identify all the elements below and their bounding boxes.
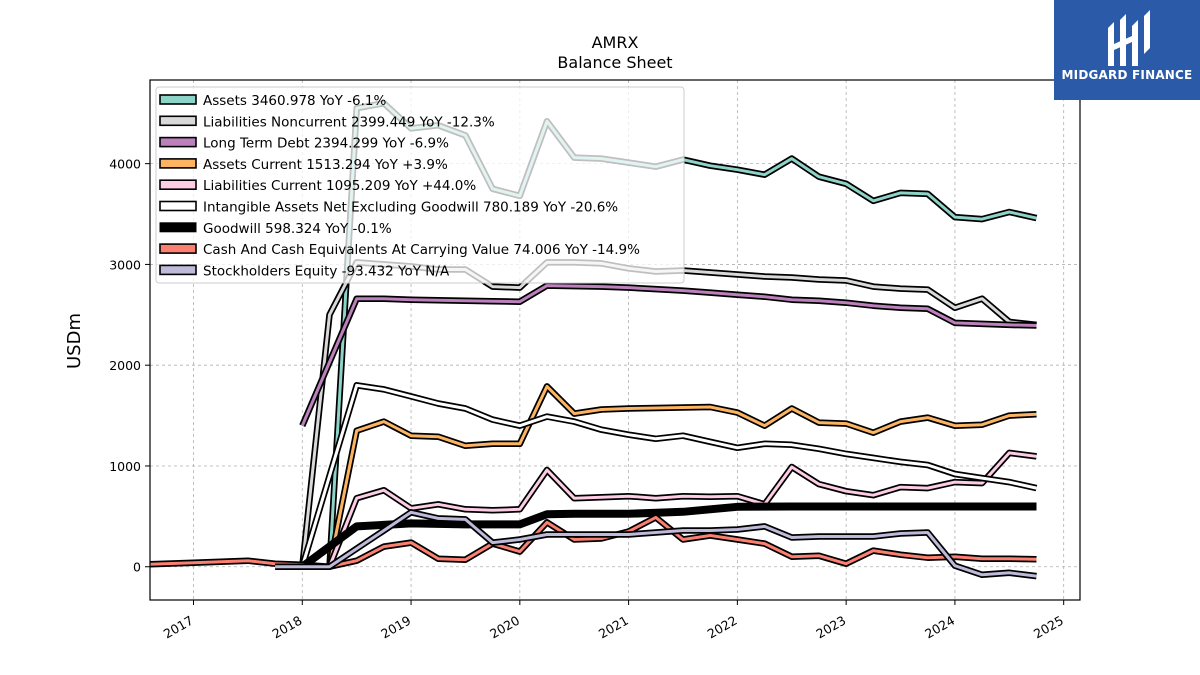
series-assets-current [302, 383, 1037, 570]
brand-name: MIDGARD FINANCE [1061, 68, 1193, 82]
legend-label: Liabilities Current 1095.209 YoY +44.0% [203, 178, 476, 194]
series-line [300, 383, 1037, 568]
legend-label: Liabilities Noncurrent 2399.449 YoY -12.… [203, 114, 495, 130]
legend-label: Stockholders Equity -93.432 YoY N/A [203, 263, 450, 279]
series-goodwill [299, 502, 1037, 570]
legend-box [155, 86, 685, 284]
legend-swatch [159, 136, 197, 148]
legend-swatch [159, 179, 197, 190]
legend-swatch [159, 158, 197, 169]
y-tick-label: 3000 [109, 257, 141, 272]
legend-label: Assets 3460.978 YoY -6.1% [203, 93, 387, 109]
legend-label: Goodwill 598.324 YoY -0.1% [203, 221, 392, 237]
legend-item: Cash And Cash Equivalents At Carrying Va… [159, 242, 640, 258]
series-intangible-assets-net-excluding-goodwill [299, 382, 1038, 568]
y-tick-label: 2000 [109, 358, 141, 373]
series-cash-and-cash-equivalents-at-carrying-value [150, 514, 1037, 570]
legend-item: Stockholders Equity -93.432 YoY N/A [159, 263, 450, 279]
series-line [299, 502, 1037, 570]
y-tick-label: 0 [133, 560, 141, 575]
legend-swatch [159, 94, 197, 105]
legend-label: Assets Current 1513.294 YoY +3.9% [203, 157, 448, 173]
legend-item: Assets Current 1513.294 YoY +3.9% [159, 157, 448, 173]
legend-label: Long Term Debt 2394.299 YoY -6.9% [203, 136, 449, 152]
y-tick-label: 4000 [109, 157, 141, 172]
legend-item: Goodwill 598.324 YoY -0.1% [159, 221, 392, 237]
legend-swatch [159, 115, 197, 127]
chart-subtitle: Balance Sheet [557, 53, 672, 72]
legend-item: Liabilities Current 1095.209 YoY +44.0% [159, 178, 476, 194]
brand-logo: MIDGARD FINANCE [1054, 0, 1200, 100]
midgard-logo-icon [1108, 10, 1150, 66]
series-line [300, 284, 1037, 427]
legend-swatch [159, 243, 197, 254]
legend: Assets 3460.978 YoY -6.1% Liabilities Non… [155, 86, 685, 284]
x-tick-label: 2017 [161, 613, 196, 642]
x-tick-label: 2022 [705, 613, 740, 642]
plot-frame [149, 79, 1081, 601]
legend-swatch [159, 264, 197, 276]
chart-title: AMRX [592, 33, 639, 52]
x-tick-label: 2023 [813, 613, 848, 642]
series-line-outline [150, 514, 1037, 570]
x-tick-label: 2018 [270, 613, 305, 642]
series-line [275, 510, 1037, 578]
series-line [302, 384, 1037, 569]
y-axis-label: USDm [64, 313, 85, 369]
x-tick-label: 2025 [1031, 613, 1066, 642]
series-long-term-debt [299, 282, 1037, 427]
y-tick-label: 1000 [109, 459, 141, 474]
legend-item: Liabilities Noncurrent 2399.449 YoY -12.… [159, 114, 495, 130]
x-tick-label: 2024 [922, 613, 957, 642]
x-tick-label: 2019 [378, 613, 413, 642]
x-tick-label: 2021 [596, 613, 631, 642]
legend-item: Assets 3460.978 YoY -6.1% [159, 93, 387, 109]
legend-swatch [159, 200, 197, 212]
legend-label: Intangible Assets Net Excluding Goodwill… [203, 200, 618, 216]
series-stockholders-equity [275, 509, 1037, 580]
legend-swatch [159, 222, 197, 233]
legend-item: Intangible Assets Net Excluding Goodwill… [159, 200, 618, 216]
series-line-outline [299, 382, 1038, 568]
series-line [302, 451, 1037, 569]
legend-label: Cash And Cash Equivalents At Carrying Va… [203, 242, 640, 258]
legend-item: Long Term Debt 2394.299 YoY -6.9% [159, 136, 449, 152]
x-tick-label: 2020 [487, 613, 522, 642]
series-liabilities-current [302, 449, 1037, 570]
